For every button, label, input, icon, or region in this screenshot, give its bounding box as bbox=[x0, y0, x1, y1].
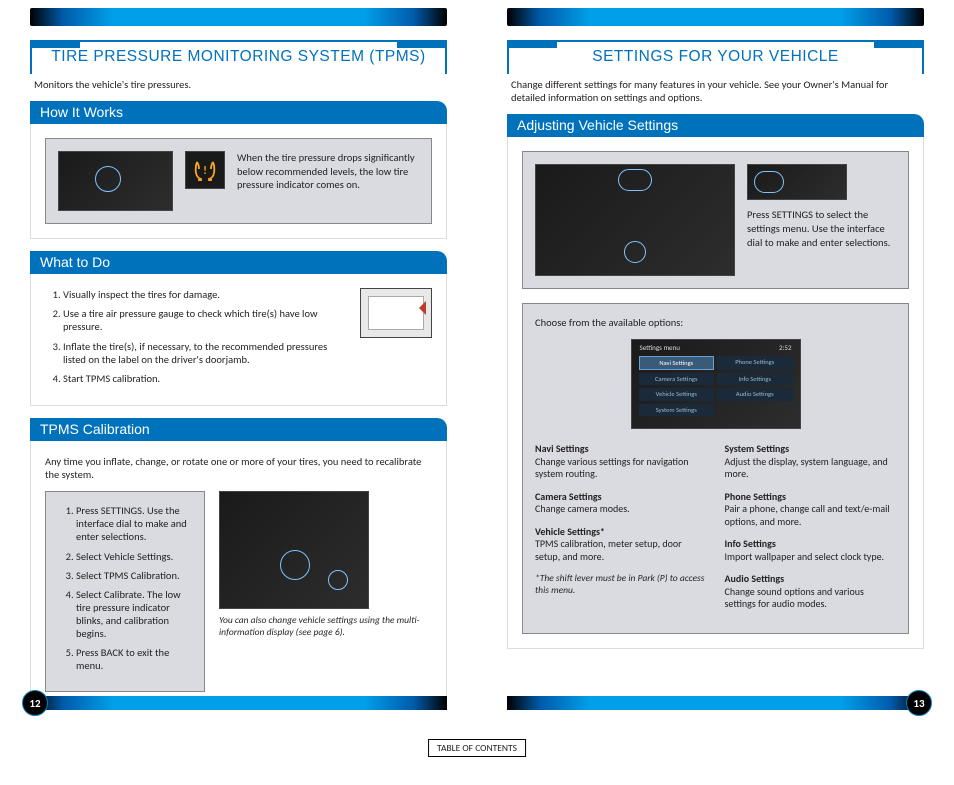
list-item: Select Calibrate. The low tire pressure … bbox=[76, 588, 192, 641]
setting-footnote: *The shift lever must be in Park (P) to … bbox=[535, 573, 707, 597]
calib-intro: Any time you inflate, change, or rotate … bbox=[45, 455, 432, 481]
setting-desc: Vehicle Settings* TPMS calibration, mete… bbox=[535, 526, 707, 564]
setting-desc: Info Settings Import wallpaper and selec… bbox=[725, 538, 897, 563]
setting-desc: Camera Settings Change camera modes. bbox=[535, 491, 707, 516]
page-title: SETTINGS FOR YOUR VEHICLE bbox=[513, 48, 918, 66]
setting-desc: System Settings Adjust the display, syst… bbox=[725, 443, 897, 481]
setting-text: Change sound options and various setting… bbox=[725, 585, 864, 611]
setting-text: Change camera modes. bbox=[535, 502, 630, 515]
page-title-frame: TIRE PRESSURE MONITORING SYSTEM (TPMS) bbox=[30, 40, 447, 74]
page-bottom-bar bbox=[30, 696, 447, 710]
menu-item: Info Settings bbox=[717, 373, 793, 385]
setting-text: Import wallpaper and select clock type. bbox=[725, 550, 885, 563]
svg-text:!: ! bbox=[203, 164, 207, 177]
menu-item: Camera Settings bbox=[639, 373, 715, 385]
how-inner-box: ! When the tire pressure drops significa… bbox=[45, 138, 432, 224]
list-item: Start TPMS calibration. bbox=[63, 372, 346, 385]
page-title-frame: SETTINGS FOR YOUR VEHICLE bbox=[507, 40, 924, 74]
settings-menu-screenshot: Settings menu 2:52 Navi Settings Phone S… bbox=[631, 339, 801, 429]
page-intro: Change different settings for many featu… bbox=[507, 78, 924, 114]
page-spread: TIRE PRESSURE MONITORING SYSTEM (TPMS) M… bbox=[0, 0, 954, 720]
section-well-adj: Press SETTINGS to select the settings me… bbox=[507, 137, 924, 649]
center-console-image bbox=[219, 491, 369, 609]
menu-item: System Settings bbox=[639, 404, 715, 416]
tpms-warning-icon: ! bbox=[185, 151, 225, 189]
section-heading-calib: TPMS Calibration bbox=[30, 418, 447, 441]
adj-box-2: Choose from the available options: Setti… bbox=[522, 303, 909, 634]
page-top-bar bbox=[30, 8, 447, 26]
dashboard-image bbox=[535, 164, 735, 276]
calib-caption: You can also change vehicle settings usi… bbox=[219, 615, 432, 639]
settings-button-closeup-image bbox=[747, 164, 847, 200]
menu-screen-time: 2:52 bbox=[779, 344, 792, 353]
table-of-contents-link[interactable]: TABLE OF CONTENTS bbox=[428, 739, 526, 757]
setting-text: TPMS calibration, meter setup, door setu… bbox=[535, 537, 682, 563]
adj-box1-text: Press SETTINGS to select the settings me… bbox=[747, 208, 896, 249]
page-right: SETTINGS FOR YOUR VEHICLE Change differe… bbox=[477, 0, 954, 720]
how-text: When the tire pressure drops significant… bbox=[237, 151, 419, 192]
list-item: Visually inspect the tires for damage. bbox=[63, 288, 346, 301]
menu-item: Vehicle Settings bbox=[639, 388, 715, 400]
list-item: Inflate the tire(s), if necessary, to th… bbox=[63, 340, 346, 366]
section-heading-adj: Adjusting Vehicle Settings bbox=[507, 114, 924, 137]
list-item: Select Vehicle Settings. bbox=[76, 550, 192, 563]
menu-item: Audio Settings bbox=[717, 388, 793, 400]
adj-box-1: Press SETTINGS to select the settings me… bbox=[522, 151, 909, 289]
instrument-cluster-image bbox=[58, 151, 173, 211]
section-heading-how: How It Works bbox=[30, 101, 447, 124]
page-title: TIRE PRESSURE MONITORING SYSTEM (TPMS) bbox=[36, 48, 441, 66]
section-heading-what: What to Do bbox=[30, 251, 447, 274]
calib-steps-box: Press SETTINGS. Use the interface dial t… bbox=[45, 491, 205, 691]
menu-item-highlighted: Navi Settings bbox=[639, 356, 715, 370]
page-number-left: 12 bbox=[22, 690, 48, 716]
page-intro: Monitors the vehicle's tire pressures. bbox=[30, 78, 447, 101]
page-bottom-bar bbox=[507, 696, 924, 710]
list-item: Select TPMS Calibration. bbox=[76, 569, 192, 582]
section-well-calib: Any time you inflate, change, or rotate … bbox=[30, 441, 447, 707]
list-item: Use a tire air pressure gauge to check w… bbox=[63, 307, 346, 333]
menu-item: Phone Settings bbox=[717, 356, 793, 370]
adj-box2-intro: Choose from the available options: bbox=[535, 316, 896, 329]
door-jamb-label-image bbox=[360, 288, 432, 338]
what-to-do-list: Visually inspect the tires for damage. U… bbox=[45, 288, 346, 391]
section-well-how: ! When the tire pressure drops significa… bbox=[30, 124, 447, 239]
page-left: TIRE PRESSURE MONITORING SYSTEM (TPMS) M… bbox=[0, 0, 477, 720]
page-top-bar bbox=[507, 8, 924, 26]
setting-desc: Audio Settings Change sound options and … bbox=[725, 573, 897, 611]
list-item: Press SETTINGS. Use the interface dial t… bbox=[76, 504, 192, 543]
menu-screen-title: Settings menu bbox=[640, 344, 680, 353]
setting-desc: Phone Settings Pair a phone, change call… bbox=[725, 491, 897, 529]
setting-text: Change various settings for navigation s… bbox=[535, 455, 689, 481]
setting-text: Pair a phone, change call and text/e-mai… bbox=[725, 502, 890, 528]
section-well-what: Visually inspect the tires for damage. U… bbox=[30, 274, 447, 406]
settings-description-columns: Navi Settings Change various settings fo… bbox=[535, 443, 896, 621]
setting-desc: Navi Settings Change various settings fo… bbox=[535, 443, 707, 481]
page-number-right: 13 bbox=[906, 690, 932, 716]
setting-text: Adjust the display, system language, and… bbox=[725, 455, 888, 481]
calib-steps-list: Press SETTINGS. Use the interface dial t… bbox=[58, 504, 192, 672]
list-item: Press BACK to exit the menu. bbox=[76, 646, 192, 672]
